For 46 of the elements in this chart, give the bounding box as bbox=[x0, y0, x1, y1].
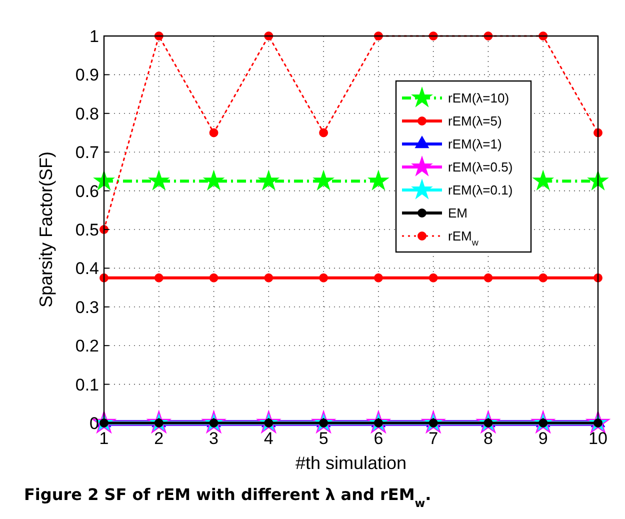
y-tick-label: 0.6 bbox=[75, 182, 99, 201]
point bbox=[204, 170, 224, 190]
x-tick-label: 10 bbox=[588, 429, 608, 448]
x-tick-label: 3 bbox=[209, 429, 219, 448]
legend-label: rEM$_{w}$ bbox=[448, 228, 479, 248]
legend-label: rEM(λ=10) bbox=[448, 90, 510, 106]
point bbox=[209, 273, 218, 282]
y-tick-label: 0.1 bbox=[75, 375, 99, 394]
legend-label: EM bbox=[448, 206, 468, 221]
caption: Figure 2 SF of rEM with different λ and rEM$_{w}$. bbox=[24, 485, 432, 510]
point bbox=[258, 170, 279, 190]
legend-label: rEM(λ=0.5) bbox=[448, 160, 513, 175]
point bbox=[209, 128, 218, 138]
x-tick-label: 4 bbox=[264, 429, 274, 448]
y-tick-label: 0.5 bbox=[75, 220, 99, 240]
x-tick-label: 9 bbox=[538, 429, 548, 448]
y-tick-label: 0.4 bbox=[75, 259, 99, 278]
x-axis-title: #th simulation bbox=[295, 453, 407, 473]
y-tick-label: 0.7 bbox=[75, 143, 99, 162]
point bbox=[319, 273, 328, 282]
y-tick-label: 0.8 bbox=[75, 104, 99, 124]
point bbox=[588, 170, 608, 190]
point bbox=[484, 273, 493, 282]
point bbox=[374, 273, 383, 282]
y-tick-label: 0.3 bbox=[75, 298, 99, 317]
point bbox=[428, 273, 438, 282]
point bbox=[154, 273, 164, 282]
legend-label: rEM(λ=5) bbox=[448, 114, 502, 129]
point bbox=[264, 273, 274, 282]
legend-label: rEM(λ=0.1) bbox=[448, 182, 513, 198]
point bbox=[368, 170, 388, 190]
x-tick-label: 2 bbox=[154, 429, 164, 448]
x-tick-label: 5 bbox=[318, 429, 328, 448]
point bbox=[148, 170, 169, 190]
legend-label: rEM(λ=1) bbox=[448, 136, 502, 152]
point bbox=[319, 128, 328, 138]
y-axis-title: Sparsity Factor(SF) bbox=[36, 151, 56, 308]
x-tick-label: 8 bbox=[483, 429, 493, 448]
x-tick-label: 7 bbox=[428, 429, 438, 448]
y-tick-label: 0.2 bbox=[75, 336, 99, 356]
y-tick-label: 1 bbox=[90, 26, 99, 46]
x-tick-label: 6 bbox=[374, 429, 384, 448]
y-tick-label: 0.9 bbox=[75, 66, 99, 85]
point bbox=[314, 170, 334, 190]
point bbox=[533, 170, 554, 190]
point bbox=[538, 273, 548, 282]
